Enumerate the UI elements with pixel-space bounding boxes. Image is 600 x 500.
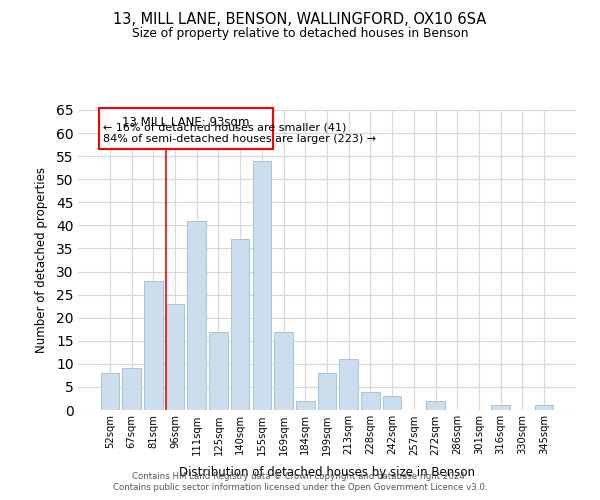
Bar (535, 406, 553, 410)
Y-axis label: Number of detached properties: Number of detached properties (35, 167, 48, 353)
Bar (209, 332, 227, 410)
Bar (318, 373, 336, 410)
Text: ← 16% of detached houses are smaller (41): ← 16% of detached houses are smaller (41… (103, 123, 347, 133)
Bar (383, 396, 401, 410)
Bar (274, 332, 293, 410)
Bar (296, 401, 314, 410)
Bar (122, 368, 141, 410)
Bar (166, 304, 184, 410)
Text: 13 MILL LANE: 93sqm: 13 MILL LANE: 93sqm (122, 116, 250, 128)
Text: Size of property relative to detached houses in Benson: Size of property relative to detached ho… (132, 28, 468, 40)
Text: 84% of semi-detached houses are larger (223) →: 84% of semi-detached houses are larger (… (103, 134, 376, 144)
Bar (144, 281, 163, 410)
Text: 13, MILL LANE, BENSON, WALLINGFORD, OX10 6SA: 13, MILL LANE, BENSON, WALLINGFORD, OX10… (113, 12, 487, 28)
Bar (253, 161, 271, 410)
Bar (340, 359, 358, 410)
Bar (231, 239, 250, 410)
Bar (427, 401, 445, 410)
Bar (99, 108, 273, 149)
Bar (101, 373, 119, 410)
Bar (491, 406, 510, 410)
X-axis label: Distribution of detached houses by size in Benson: Distribution of detached houses by size … (179, 466, 475, 478)
Text: Contains public sector information licensed under the Open Government Licence v3: Contains public sector information licen… (113, 484, 487, 492)
Text: Contains HM Land Registry data © Crown copyright and database right 2024.: Contains HM Land Registry data © Crown c… (132, 472, 468, 481)
Bar (361, 392, 380, 410)
Bar (187, 221, 206, 410)
